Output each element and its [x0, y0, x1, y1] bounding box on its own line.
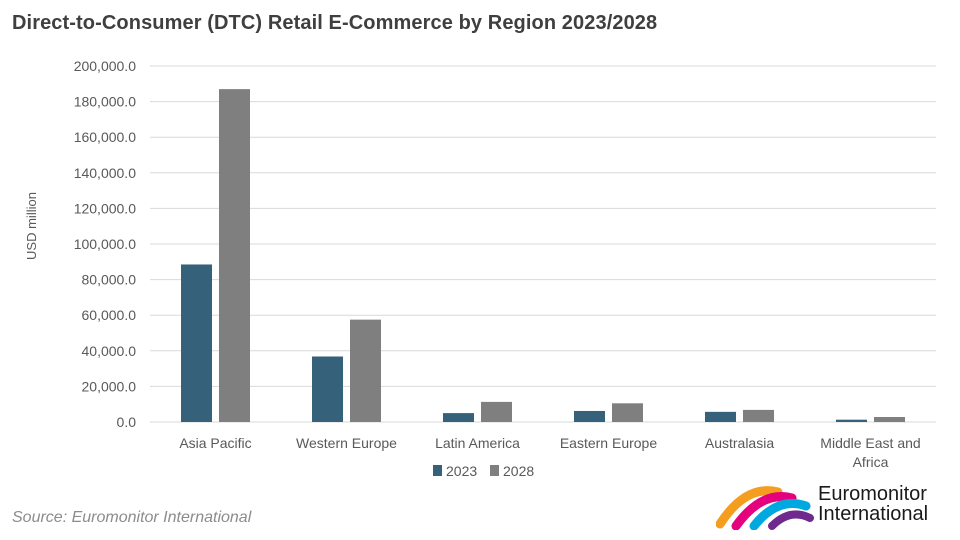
y-tick-label: 60,000.0	[82, 307, 137, 323]
bar-2028	[350, 319, 381, 422]
bar-2023	[312, 356, 343, 422]
bar-2028	[481, 401, 512, 422]
legend-label-2023: 2023	[446, 463, 477, 479]
legend-swatch-2023	[433, 465, 442, 476]
x-category-label: Eastern Europe	[560, 435, 657, 451]
y-tick-label: 100,000.0	[74, 236, 136, 252]
y-tick-label: 40,000.0	[82, 343, 137, 359]
y-tick-label: 200,000.0	[74, 58, 136, 74]
x-category-label: Australasia	[705, 435, 774, 451]
bar-2023	[443, 413, 474, 422]
bar-2023	[705, 411, 736, 422]
logo-line-1: Euromonitor	[818, 483, 927, 505]
bar-2023	[836, 419, 867, 422]
logo-line-2: International	[818, 503, 929, 525]
bar-2028	[612, 403, 643, 422]
chart-title: Direct-to-Consumer (DTC) Retail E-Commer…	[12, 12, 658, 34]
bar-2023	[574, 410, 605, 422]
bar-2028	[219, 89, 250, 422]
x-category-label: Western Europe	[296, 435, 397, 451]
bar-2028	[874, 417, 905, 422]
bar-2023	[181, 264, 212, 422]
y-tick-label: 160,000.0	[74, 129, 136, 145]
x-category-label: Latin America	[435, 435, 520, 451]
y-tick-label: 140,000.0	[74, 165, 136, 181]
y-tick-label: 120,000.0	[74, 200, 136, 216]
source-note: Source: Euromonitor International	[12, 509, 252, 526]
x-category-label: Asia Pacific	[179, 435, 251, 451]
x-category-label: Middle East and	[820, 435, 920, 451]
y-tick-label: 80,000.0	[82, 272, 137, 288]
legend-label-2028: 2028	[503, 463, 534, 479]
arcs-logo-icon	[715, 486, 814, 531]
euromonitor-logo: Euromonitor International	[715, 478, 952, 531]
bar-2028	[743, 409, 774, 422]
bar-chart: 0.0 20,000.0 40,000.0 60,000.0 80,000.0 100,0…	[24, 58, 936, 479]
legend-swatch-2028	[490, 465, 499, 476]
x-category-label: Africa	[853, 454, 889, 470]
y-tick-label: 0.0	[117, 414, 137, 430]
y-tick-label: 180,000.0	[74, 94, 136, 110]
y-axis-title: USD million	[24, 192, 39, 260]
y-tick-label: 20,000.0	[82, 378, 137, 394]
